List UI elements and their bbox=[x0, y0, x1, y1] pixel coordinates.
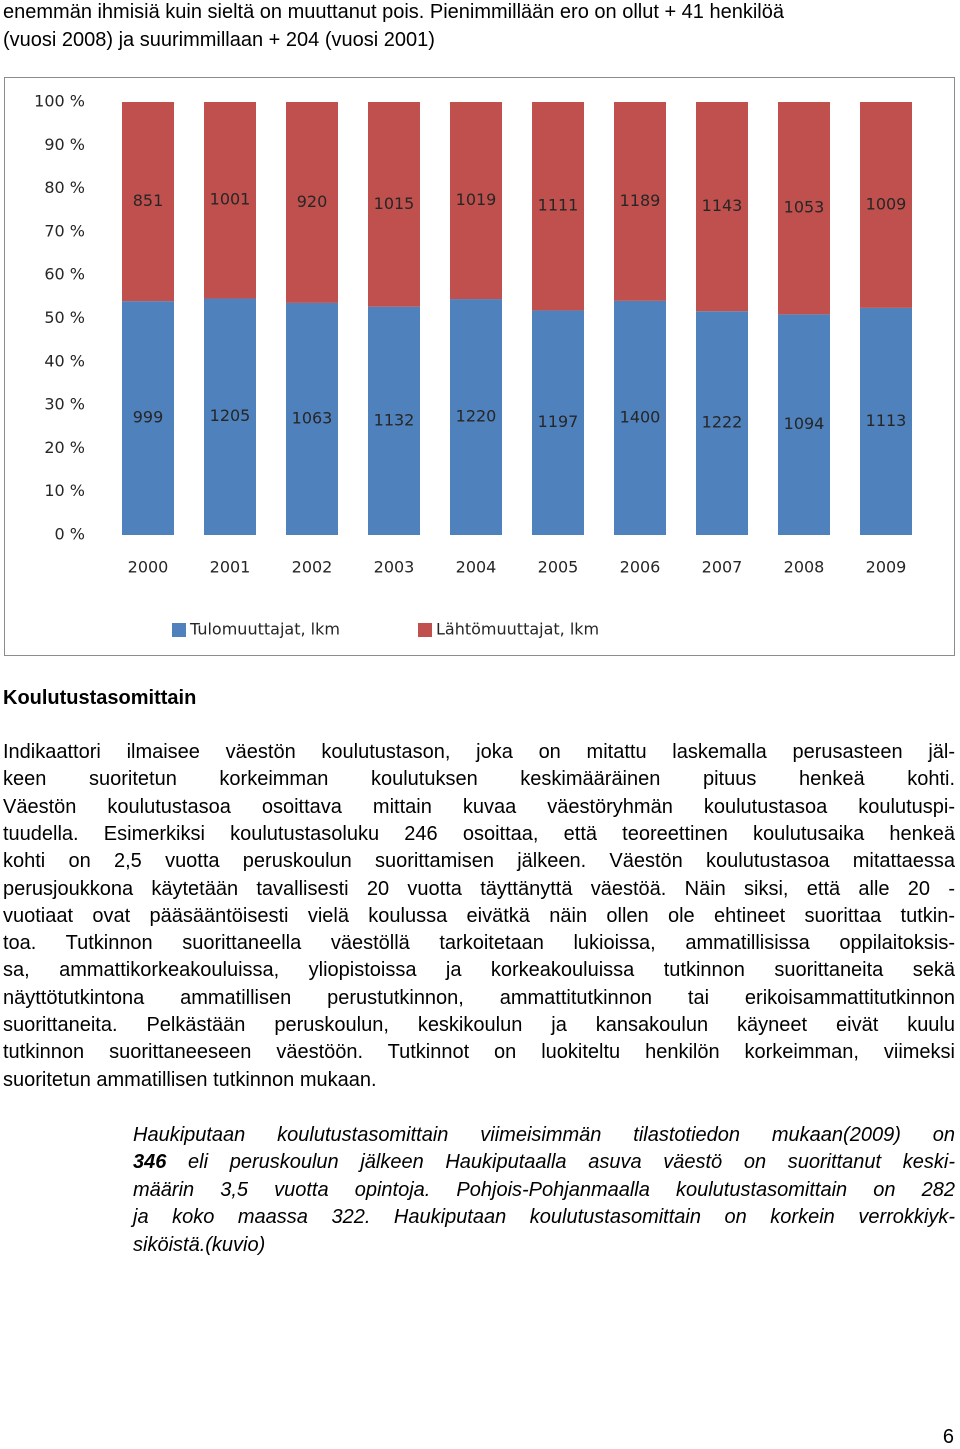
text-line: tutkinnon suorittaneeseen väestöön. Tutk… bbox=[3, 1041, 955, 1064]
text: määrin 3,5 vuotta opintoja. Pohjois-Pohj… bbox=[133, 1178, 955, 1201]
data-label: 1143 bbox=[702, 196, 743, 215]
text-line: kohti on 2,5 vuotta peruskoulun suoritta… bbox=[3, 850, 955, 873]
data-label: 1400 bbox=[620, 407, 661, 426]
text-line: suorittaneita. Pelkästään peruskoulun, k… bbox=[3, 1014, 955, 1036]
text-line: Indikaattori ilmaisee väestön koulutusta… bbox=[3, 741, 955, 763]
bar-segment bbox=[450, 102, 502, 300]
legend-swatch bbox=[172, 623, 186, 637]
bar-segment bbox=[368, 102, 420, 307]
bar-segment bbox=[614, 102, 666, 301]
text: Haukiputaan koulutustasomittain viimeisi… bbox=[133, 1124, 955, 1146]
data-label: 1205 bbox=[210, 406, 251, 425]
x-tick-label: 2005 bbox=[538, 558, 579, 577]
bar-segment bbox=[614, 300, 666, 535]
bar-segment bbox=[778, 102, 830, 315]
text: ja koko maassa 322. Haukiputaan koulutus… bbox=[133, 1206, 955, 1229]
data-label: 1063 bbox=[292, 408, 333, 427]
text-line: Väestön koulutustasoa osoittava mittain … bbox=[3, 795, 955, 818]
chart: 0 % 10 % 20 % 30 % 40 % 50 % 60 % 70 % 80 % 90 % 1… bbox=[4, 77, 955, 656]
bar-segment bbox=[204, 298, 256, 535]
data-label: 920 bbox=[297, 192, 328, 211]
text-line: suoritetun ammatillisen tutkinnon mukaan… bbox=[3, 1068, 377, 1091]
y-tick-label: 10 % bbox=[44, 481, 85, 500]
text-line: toa. Tutkinnon suorittaneella väestöllä … bbox=[3, 932, 955, 955]
data-label: 1113 bbox=[866, 411, 907, 430]
data-label: 1222 bbox=[702, 413, 743, 432]
text-line: näyttötutkintona ammatillisen perustutki… bbox=[3, 986, 955, 1009]
y-tick-label: 100 % bbox=[34, 92, 85, 111]
x-tick-label: 2006 bbox=[620, 558, 661, 577]
x-tick-label: 2001 bbox=[210, 558, 251, 577]
page-number: 6 bbox=[942, 1426, 954, 1448]
bar-segment bbox=[204, 102, 256, 299]
y-tick-label: 90 % bbox=[44, 135, 85, 154]
y-tick-label: 60 % bbox=[44, 265, 85, 284]
legend-swatch bbox=[418, 623, 432, 637]
bar-segment bbox=[122, 301, 174, 535]
text: siköistä.(kuvio) bbox=[133, 1233, 266, 1256]
bar-segment bbox=[532, 102, 584, 311]
text-line: tuudella. Esimerkiksi koulutustasoluku 2… bbox=[3, 822, 955, 845]
bar-segment bbox=[860, 307, 912, 535]
legend-label: Lähtömuuttajat, lkm bbox=[436, 620, 599, 639]
data-label: 1111 bbox=[538, 196, 579, 215]
x-tick-label: 2002 bbox=[292, 558, 333, 577]
bar-segment bbox=[450, 299, 502, 535]
bar-segment bbox=[122, 102, 174, 302]
data-label: 1053 bbox=[784, 198, 825, 217]
data-label: 1001 bbox=[210, 190, 251, 209]
x-tick-label: 2003 bbox=[374, 558, 415, 577]
data-label: 1019 bbox=[456, 190, 497, 209]
legend-label: Tulomuuttajat, lkm bbox=[189, 620, 340, 639]
bar-segment bbox=[696, 311, 748, 535]
text: eli peruskoulun jälkeen Haukiputaalla as… bbox=[166, 1151, 955, 1174]
data-label: 1015 bbox=[374, 194, 415, 213]
y-tick-label: 40 % bbox=[44, 351, 85, 370]
data-label: 1094 bbox=[784, 414, 825, 433]
bold-text: 346 bbox=[133, 1151, 167, 1174]
bar-segment bbox=[696, 102, 748, 312]
data-label: 1197 bbox=[538, 412, 579, 431]
text-line: (vuosi 2008) ja suurimmillaan + 204 (vuo… bbox=[3, 29, 435, 51]
bar-segment bbox=[778, 314, 830, 535]
text-line: määrin 3,5 vuotta opintoja. Pohjois-Pohj… bbox=[133, 1178, 955, 1202]
x-tick-label: 2004 bbox=[456, 558, 497, 577]
data-label: 999 bbox=[133, 408, 164, 427]
data-label: 1189 bbox=[620, 191, 661, 210]
y-tick-label: 70 % bbox=[44, 221, 85, 240]
bar-segment bbox=[532, 310, 584, 535]
data-label: 1009 bbox=[866, 194, 907, 213]
x-tick-label: 2009 bbox=[866, 558, 907, 577]
data-label: 1220 bbox=[456, 407, 497, 426]
text-line: keen suoritetun korkeimman koulutuksen k… bbox=[3, 768, 955, 791]
data-label: 851 bbox=[133, 191, 164, 210]
text-line: ja koko maassa 322. Haukiputaan koulutus… bbox=[133, 1205, 955, 1229]
text-line: sa, ammattikorkeakouluissa, yliopistoiss… bbox=[3, 959, 955, 982]
y-tick-label: 80 % bbox=[44, 178, 85, 197]
x-tick-label: 2008 bbox=[784, 558, 825, 577]
y-tick-label: 50 % bbox=[44, 308, 85, 327]
x-tick-label: 2000 bbox=[128, 558, 169, 577]
text-line: siköistä.(kuvio) bbox=[133, 1233, 955, 1257]
data-label: 1132 bbox=[374, 410, 415, 429]
text-line: enemmän ihmisiä kuin sieltä on muuttanut… bbox=[3, 1, 784, 23]
bar-segment bbox=[286, 102, 338, 303]
text-line: 346 eli peruskoulun jälkeen Haukiputaall… bbox=[133, 1150, 955, 1174]
text-line: perusjoukkona käytetään tavallisesti 20 … bbox=[3, 877, 955, 900]
y-tick-label: 0 % bbox=[55, 525, 85, 544]
y-tick-label: 20 % bbox=[44, 438, 85, 457]
bar-segment bbox=[368, 306, 420, 535]
heading: Koulutustasomittain bbox=[3, 687, 197, 709]
bar-segment bbox=[860, 102, 912, 308]
text-line: Haukiputaan koulutustasomittain viimeisi… bbox=[133, 1123, 955, 1147]
bar-segment bbox=[286, 302, 338, 535]
x-tick-label: 2007 bbox=[702, 558, 743, 577]
y-tick-label: 30 % bbox=[44, 395, 85, 414]
text-line: vuotiaat ovat pääsääntöisesti vielä koul… bbox=[3, 904, 955, 927]
